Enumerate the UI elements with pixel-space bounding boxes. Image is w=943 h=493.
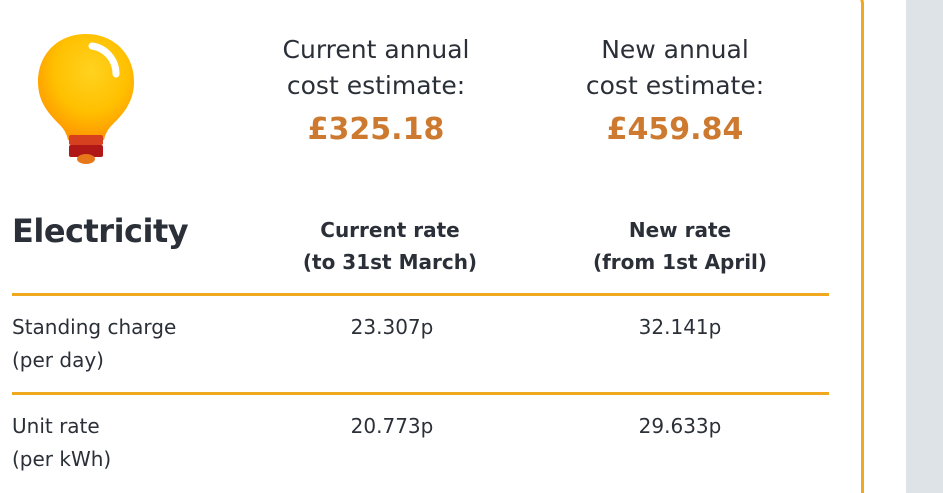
new-cost-label-line2: cost estimate: [585, 71, 765, 100]
current-rate-header: Current rate (to 31st March) [260, 214, 520, 278]
unit-rate-label-line2: (per kWh) [12, 447, 112, 471]
new-rate-header-line2: (from 1st April) [592, 250, 768, 274]
current-rate-header-line1: Current rate [320, 218, 460, 242]
standing-charge-current: 23.307p [350, 315, 434, 339]
new-cost-label-line1: New annual [601, 35, 749, 64]
section-title: Electricity [12, 212, 189, 250]
current-annual-cost: Current annual cost estimate: £325.18 [246, 32, 506, 148]
new-rate-header-line1: New rate [628, 218, 732, 242]
standing-charge-label-line1: Standing charge [12, 315, 177, 339]
unit-rate-new: 29.633p [638, 414, 722, 438]
current-cost-value: £325.18 [307, 112, 445, 147]
current-cost-label-line1: Current annual [282, 35, 470, 64]
side-panel [906, 0, 943, 493]
unit-rate-label: Unit rate (per kWh) [12, 410, 111, 476]
lightbulb-icon [38, 34, 134, 164]
new-rate-header: New rate (from 1st April) [550, 214, 810, 278]
standing-charge-label-line2: (per day) [12, 348, 104, 372]
current-cost-label-line2: cost estimate: [286, 71, 466, 100]
unit-rate-current: 20.773p [350, 414, 434, 438]
standing-charge-label: Standing charge (per day) [12, 311, 176, 377]
current-rate-header-line2: (to 31st March) [302, 250, 478, 274]
table-divider [12, 392, 829, 395]
unit-rate-label-line1: Unit rate [12, 414, 100, 438]
new-annual-cost: New annual cost estimate: £459.84 [545, 32, 805, 148]
new-cost-value: £459.84 [606, 112, 744, 147]
standing-charge-new: 32.141p [638, 315, 722, 339]
electricity-rates-card [0, 0, 864, 493]
table-divider [12, 293, 829, 296]
